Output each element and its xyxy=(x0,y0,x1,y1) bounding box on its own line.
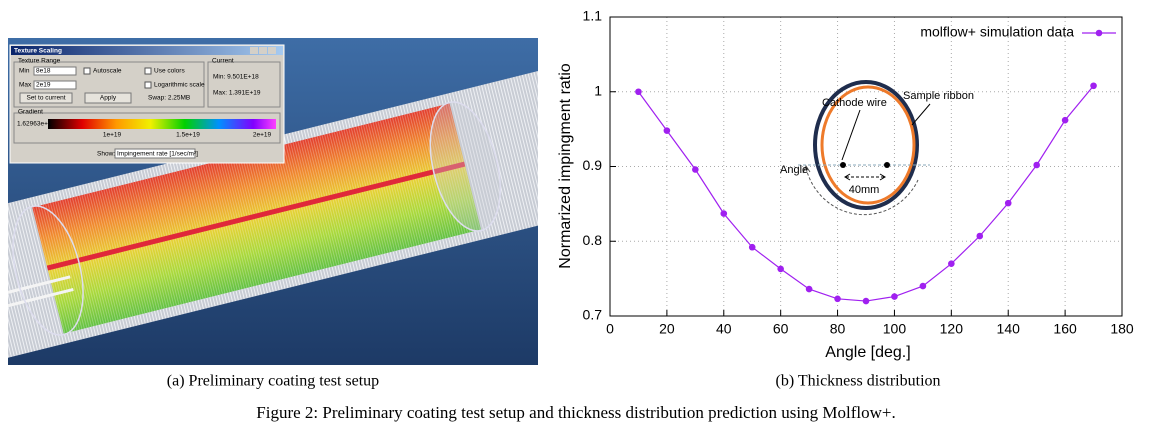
data-point xyxy=(806,286,813,293)
annotation: Angle xyxy=(780,164,808,176)
x-tick-label: 20 xyxy=(659,321,675,337)
data-point xyxy=(664,127,671,134)
group-label: Current xyxy=(212,58,234,65)
x-tick-label: 180 xyxy=(1110,321,1134,337)
x-axis-label: Angle [deg.] xyxy=(825,344,910,361)
x-tick-label: 120 xyxy=(940,321,964,337)
field-label: Min xyxy=(19,68,30,75)
x-tick-label: 100 xyxy=(883,321,907,337)
y-tick-label: 0.7 xyxy=(583,307,603,323)
button-label: Apply xyxy=(100,95,117,102)
data-point xyxy=(948,260,955,267)
data-point xyxy=(777,266,784,273)
y-tick-label: 0.8 xyxy=(583,232,603,248)
group-label: Gradient xyxy=(18,109,43,116)
x-tick-label: 140 xyxy=(997,321,1021,337)
x-tick-label: 60 xyxy=(773,321,789,337)
data-point xyxy=(891,293,898,300)
y-tick-label: 1.1 xyxy=(583,8,603,24)
field-value: 2e19 xyxy=(36,82,51,89)
maximize-button xyxy=(259,47,267,54)
data-point xyxy=(1033,162,1040,169)
data-point xyxy=(635,88,642,95)
y-axis-label: Normarized impingment ratio xyxy=(557,63,574,269)
swap-text: Swap: 2.25MB xyxy=(148,95,190,102)
current-max: Max: 1.391E+19 xyxy=(213,90,261,97)
gradient-tick: 2e+19 xyxy=(253,132,272,139)
gradient-start: 1.62963e+1 xyxy=(17,121,52,128)
annotation: Sample ribbon xyxy=(903,90,974,102)
x-tick-label: 160 xyxy=(1053,321,1077,337)
window-title: Texture Scaling xyxy=(14,48,62,55)
x-tick-label: 40 xyxy=(716,321,732,337)
show-value: Impingement rate [1/sec/m²] xyxy=(117,151,198,158)
show-label: Show: xyxy=(97,151,115,158)
minimize-button xyxy=(250,47,258,54)
data-point xyxy=(720,210,727,217)
data-point xyxy=(692,166,699,173)
gradient-tick: 1e+19 xyxy=(103,132,122,139)
data-point xyxy=(1090,82,1097,89)
figure: Texture Scaling Texture Range Min 8e18 A… xyxy=(0,0,1152,431)
y-tick-label: 1 xyxy=(594,82,602,98)
button-label: Set to current xyxy=(26,95,65,102)
data-point xyxy=(749,244,756,251)
inset-diagram: Cathode wire Sample ribbon 40mm Angle xyxy=(780,82,974,215)
annotation: Cathode wire xyxy=(822,97,887,109)
color-gradient xyxy=(48,119,276,129)
thickness-chart: 0.7 0.8 0.9 1 1.1 0 20 40 60 80 100 120 140 160 180 mol… xyxy=(583,8,1134,337)
close-button xyxy=(268,47,276,54)
checkbox-label: Use colors xyxy=(154,68,185,75)
checkbox-label: Autoscale xyxy=(93,68,122,75)
figure-caption: Figure 2: Preliminary coating test setup… xyxy=(256,403,895,422)
checkbox-label: Logarithmic scale xyxy=(154,82,205,89)
caption-a: (a) Preliminary coating test setup xyxy=(167,373,379,390)
gradient-tick: 1.5e+19 xyxy=(176,132,200,139)
group-label: Texture Range xyxy=(18,58,61,65)
legend-label: molflow+ simulation data xyxy=(920,24,1074,40)
texture-scaling-dialog: Texture Scaling Texture Range Min 8e18 A… xyxy=(10,45,284,163)
legend-marker xyxy=(1096,30,1103,37)
data-point xyxy=(1062,117,1069,124)
data-point xyxy=(920,283,927,290)
data-point xyxy=(834,296,841,303)
data-point xyxy=(976,233,983,240)
annotation: 40mm xyxy=(849,184,880,196)
data-point xyxy=(863,298,870,305)
x-tick-label: 0 xyxy=(606,321,614,337)
field-label: Max xyxy=(19,82,32,89)
data-point xyxy=(1005,200,1012,207)
x-tick-label: 80 xyxy=(830,321,846,337)
current-min: Min: 9.501E+18 xyxy=(213,74,259,81)
caption-b: (b) Thickness distribution xyxy=(775,373,940,390)
y-tick-label: 0.9 xyxy=(583,157,603,173)
field-value: 8e18 xyxy=(36,68,51,75)
